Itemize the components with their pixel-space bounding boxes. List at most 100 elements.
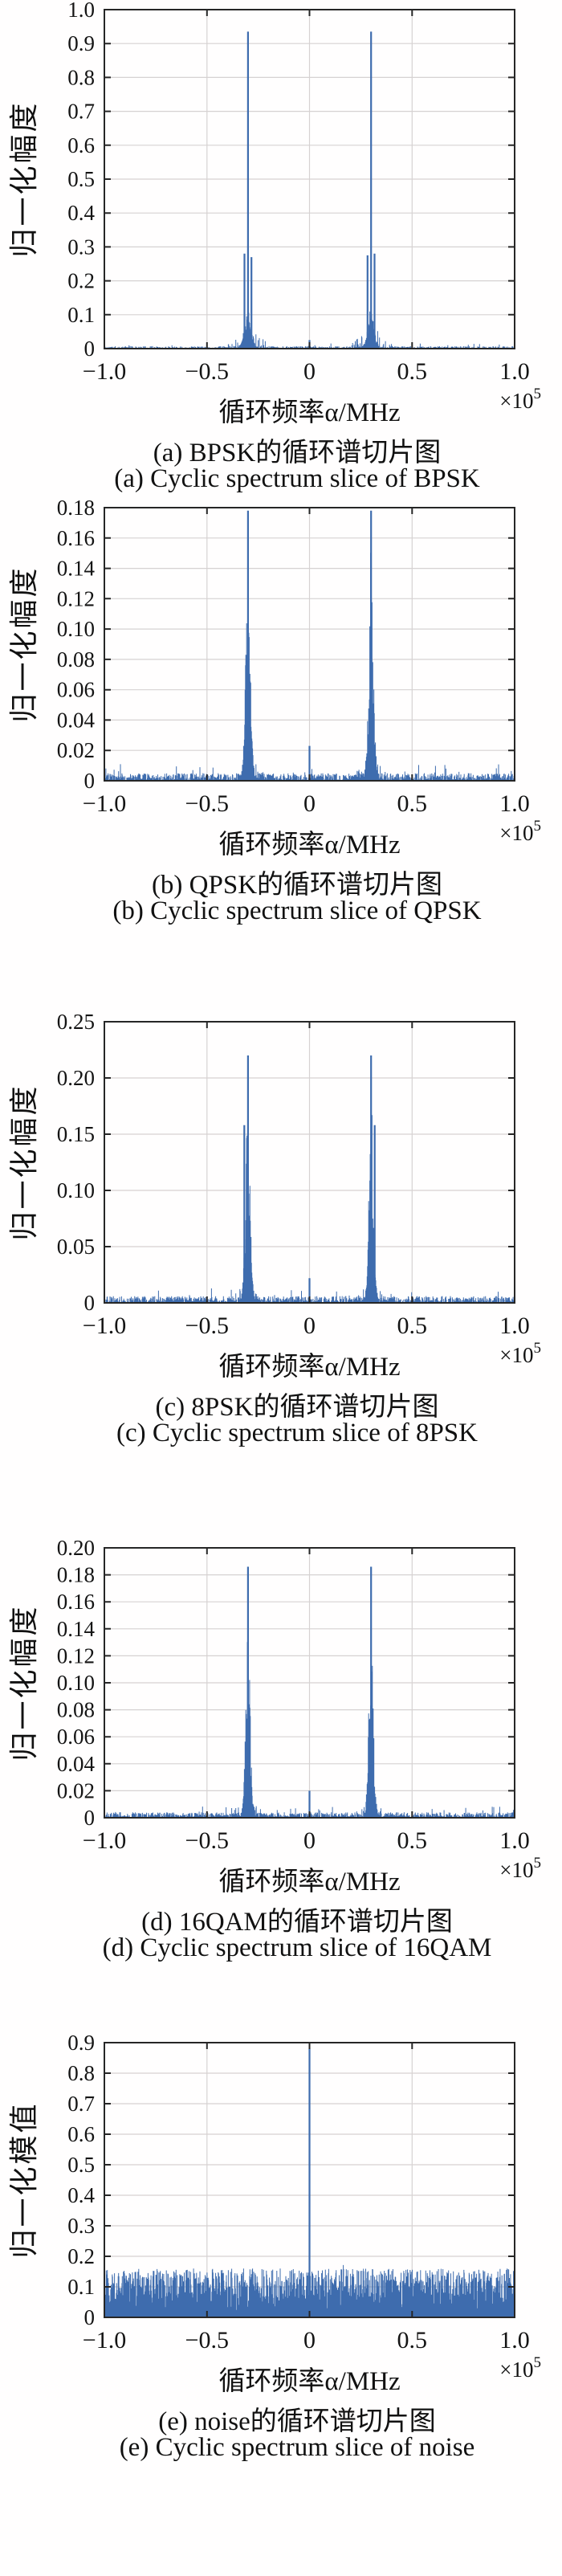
svg-text:0.2: 0.2: [67, 2244, 95, 2268]
svg-text:0.6: 0.6: [67, 2122, 95, 2146]
scale-exponent: 5: [533, 818, 542, 835]
svg-text:0: 0: [303, 1312, 316, 1339]
caption-zh: (a) BPSK的循环谱切片图: [153, 439, 442, 467]
svg-text:0.7: 0.7: [67, 2092, 95, 2116]
qpsk-plot-area: 0 0.02 0.04 0.06 0.08 0.10 0.12 0.14 0.16 0.18 −1.…: [57, 496, 530, 817]
chart-8psk: 0 0.05 0.10 0.15 0.20 0.25 −1.0 −0.5 0 0.5 1.0 归一化…: [0, 996, 562, 1510]
y-axis-label: 归一化幅度: [8, 1084, 40, 1241]
svg-text:0.3: 0.3: [67, 2214, 95, 2238]
chart-qpsk: 0 0.02 0.04 0.06 0.08 0.10 0.12 0.14 0.16 0.18 −1.…: [0, 482, 562, 996]
svg-text:1.0: 1.0: [499, 358, 530, 385]
svg-text:0.05: 0.05: [57, 1235, 95, 1259]
svg-text:0.5: 0.5: [397, 1312, 428, 1339]
scale-exponent: 5: [533, 2354, 542, 2371]
svg-text:−0.5: −0.5: [185, 358, 229, 385]
scale-mantissa: ×10: [499, 1343, 534, 1367]
svg-text:0.20: 0.20: [57, 1066, 95, 1090]
svg-text:0.5: 0.5: [397, 790, 428, 817]
caption-zh: (c) 8PSK的循环谱切片图: [155, 1393, 439, 1422]
svg-text:0.4: 0.4: [67, 201, 95, 225]
svg-text:0.9: 0.9: [67, 2031, 95, 2055]
svg-text:0.7: 0.7: [67, 100, 95, 124]
svg-text:0.04: 0.04: [57, 708, 96, 732]
svg-text:1.0: 1.0: [499, 790, 530, 817]
scale-mantissa: ×10: [499, 1858, 534, 1882]
caption-zh: (b) QPSK的循环谱切片图: [151, 871, 443, 900]
caption-en: (d) Cyclic spectrum slice of 16QAM: [102, 1933, 492, 1962]
svg-text:0.15: 0.15: [57, 1122, 95, 1146]
svg-text:0.3: 0.3: [67, 235, 95, 259]
svg-text:0: 0: [84, 337, 96, 361]
svg-text:0.06: 0.06: [57, 1725, 95, 1749]
svg-text:−1.0: −1.0: [83, 790, 126, 817]
scale-exponent: 5: [533, 386, 542, 402]
chart-16qam: 0 0.02 0.04 0.06 0.08 0.10 0.12 0.14 0.16 0.18 0.2…: [0, 1510, 562, 2024]
x-axis-label: 循环频率α/MHz: [218, 398, 401, 427]
svg-text:−1.0: −1.0: [83, 358, 126, 385]
svg-text:0.25: 0.25: [57, 1010, 95, 1034]
x-axis-scale-factor: ×105: [499, 1855, 541, 1883]
svg-text:0.10: 0.10: [57, 617, 95, 641]
svg-text:0.9: 0.9: [67, 31, 95, 55]
svg-text:0.08: 0.08: [57, 1698, 95, 1722]
svg-text:0.2: 0.2: [67, 269, 95, 293]
caption-en: (e) Cyclic spectrum slice of noise: [119, 2433, 475, 2462]
caption-en: (b) Cyclic spectrum slice of QPSK: [112, 896, 482, 925]
scale-exponent: 5: [533, 1340, 542, 1357]
svg-text:0: 0: [84, 1806, 96, 1830]
x-axis-label: 循环频率α/MHz: [218, 2367, 401, 2396]
chart-bpsk: 0 0.1 0.2 0.3 0.4 0.5 0.6 0.7 0.8 0.9 1.0 −1.0 −0.5 0…: [0, 0, 562, 493]
y-axis-label: 归一化幅度: [8, 1604, 40, 1762]
caption-zh: (d) 16QAM的循环谱切片图: [141, 1908, 453, 1937]
y-axis-label: 归一化模值: [8, 2101, 40, 2259]
y-axis-label: 归一化幅度: [8, 565, 40, 723]
scale-mantissa: ×10: [499, 821, 534, 845]
svg-text:0.12: 0.12: [57, 1643, 95, 1668]
svg-text:0: 0: [303, 1827, 316, 1854]
svg-text:1.0: 1.0: [67, 0, 95, 22]
svg-text:0.14: 0.14: [57, 557, 96, 581]
svg-text:−0.5: −0.5: [185, 1312, 229, 1339]
x-axis-scale-factor: ×105: [499, 818, 542, 846]
svg-text:0.08: 0.08: [57, 647, 95, 672]
svg-text:−0.5: −0.5: [185, 790, 229, 817]
svg-text:−0.5: −0.5: [185, 1827, 229, 1854]
x-axis-scale-factor: ×105: [499, 386, 542, 414]
svg-text:0.6: 0.6: [67, 133, 95, 157]
svg-text:0.16: 0.16: [57, 1590, 95, 1614]
x-axis-scale-factor: ×105: [499, 2354, 542, 2382]
svg-text:−1.0: −1.0: [83, 1312, 126, 1339]
svg-text:0.16: 0.16: [57, 526, 95, 550]
svg-text:0.1: 0.1: [67, 303, 95, 327]
x-axis-label: 循环频率α/MHz: [218, 831, 401, 859]
svg-text:0.06: 0.06: [57, 678, 95, 702]
scale-mantissa: ×10: [499, 389, 534, 413]
svg-text:0.14: 0.14: [57, 1617, 96, 1641]
caption-en: (a) Cyclic spectrum slice of BPSK: [114, 464, 480, 493]
svg-text:0: 0: [84, 2305, 96, 2329]
caption-en: (c) Cyclic spectrum slice of 8PSK: [116, 1419, 478, 1447]
x-axis-label: 循环频率α/MHz: [218, 1353, 401, 1382]
svg-text:1.0: 1.0: [499, 1827, 530, 1854]
16qam-plot-area: 0 0.020.04 0.06 0.08 0.10 0.120.14 0.16 0.18 0.2…: [57, 1536, 530, 1854]
svg-text:0: 0: [84, 769, 96, 793]
svg-text:0.10: 0.10: [57, 1671, 95, 1695]
x-axis-label: 循环频率α/MHz: [218, 1868, 401, 1896]
svg-text:1.0: 1.0: [499, 2327, 530, 2354]
svg-text:0: 0: [303, 2327, 316, 2354]
svg-text:0.20: 0.20: [57, 1536, 95, 1560]
svg-text:0.04: 0.04: [57, 1752, 96, 1776]
svg-text:−1.0: −1.0: [83, 2327, 126, 2354]
svg-text:0.18: 0.18: [57, 496, 95, 520]
svg-text:0: 0: [84, 1291, 96, 1315]
caption-zh: (e) noise的循环谱切片图: [158, 2407, 436, 2436]
svg-text:1.0: 1.0: [499, 1312, 530, 1339]
bpsk-plot-area: 0 0.1 0.2 0.3 0.4 0.5 0.6 0.7 0.8 0.9 1.0 −1.0 −0.5 0…: [67, 0, 530, 385]
svg-text:0.10: 0.10: [57, 1178, 95, 1202]
svg-text:0: 0: [303, 358, 316, 385]
y-axis-label: 归一化幅度: [8, 100, 40, 258]
svg-text:0: 0: [303, 790, 316, 817]
svg-text:0.18: 0.18: [57, 1563, 95, 1587]
svg-text:−1.0: −1.0: [83, 1827, 126, 1854]
